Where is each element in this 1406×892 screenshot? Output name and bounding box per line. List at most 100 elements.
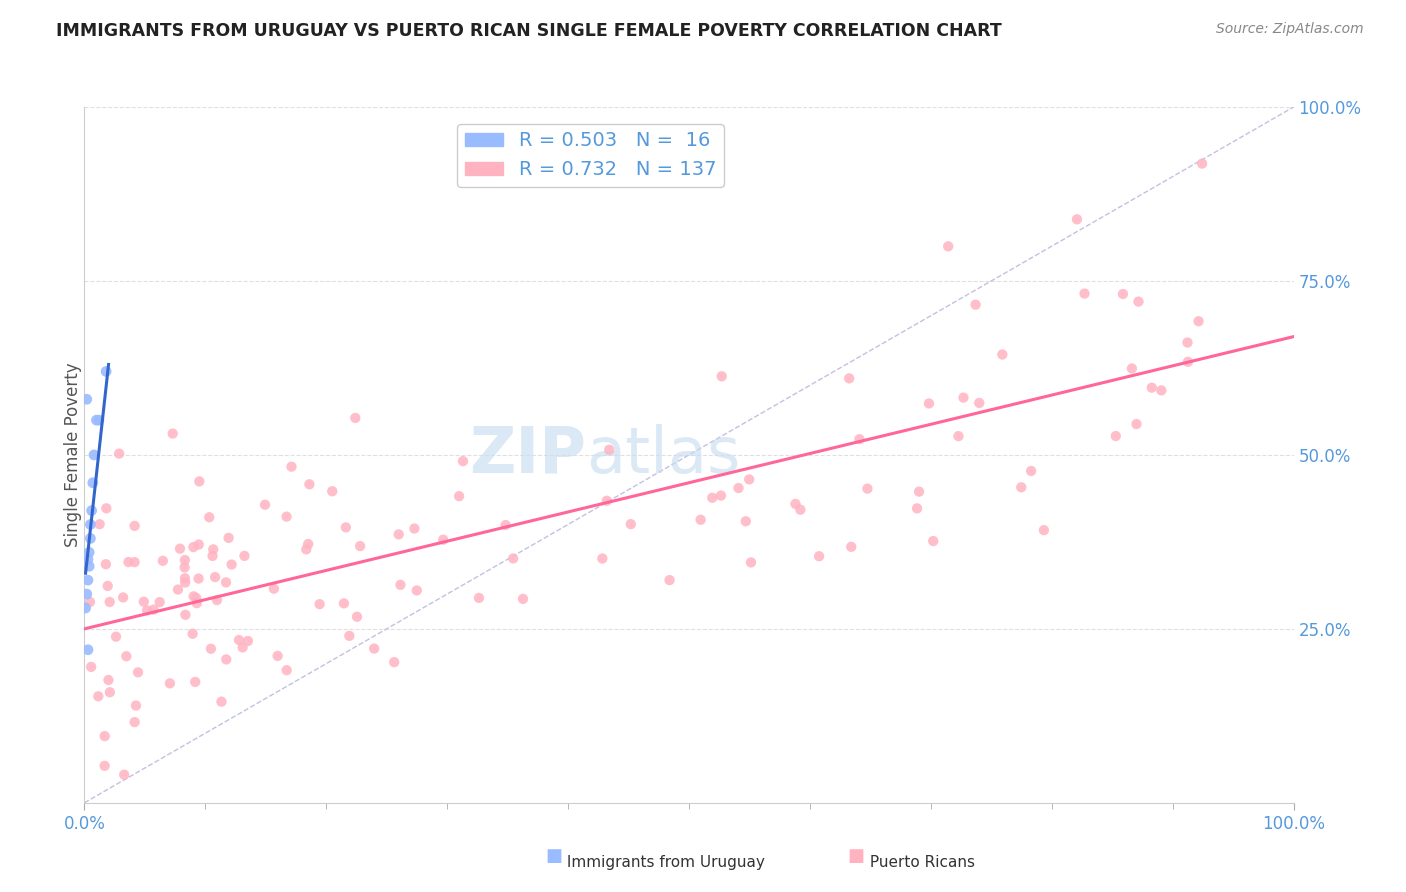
Point xyxy=(991,347,1014,361)
Point xyxy=(388,527,411,541)
Point xyxy=(79,532,101,546)
Point xyxy=(922,534,945,549)
Point xyxy=(221,558,243,572)
Point xyxy=(591,551,613,566)
Text: IMMIGRANTS FROM URUGUAY VS PUERTO RICAN SINGLE FEMALE POVERTY CORRELATION CHART: IMMIGRANTS FROM URUGUAY VS PUERTO RICAN … xyxy=(56,22,1002,40)
Point xyxy=(333,596,356,610)
Point xyxy=(908,484,931,499)
Point xyxy=(936,239,959,253)
Point xyxy=(1140,381,1163,395)
Point xyxy=(838,371,860,385)
Point xyxy=(98,685,121,699)
Point xyxy=(337,629,360,643)
Point xyxy=(905,501,928,516)
Point xyxy=(112,591,135,605)
Point xyxy=(266,648,288,663)
Point xyxy=(97,579,120,593)
Point xyxy=(658,573,681,587)
Text: Immigrants from Uruguay: Immigrants from Uruguay xyxy=(562,855,765,870)
Point xyxy=(187,572,209,586)
Point xyxy=(187,538,209,552)
Point xyxy=(738,472,761,486)
Point xyxy=(1112,287,1135,301)
Point xyxy=(167,582,190,597)
Point xyxy=(839,540,862,554)
Point xyxy=(948,429,970,443)
Point xyxy=(174,607,197,622)
Point xyxy=(1032,523,1054,537)
Point xyxy=(115,649,138,664)
Point xyxy=(1073,286,1095,301)
Point xyxy=(98,595,121,609)
Point xyxy=(218,531,240,545)
Point xyxy=(96,501,118,516)
Point xyxy=(183,590,205,604)
Point xyxy=(232,640,254,655)
Point xyxy=(405,583,427,598)
Point xyxy=(80,503,103,517)
Point xyxy=(108,447,131,461)
Point xyxy=(124,555,146,569)
Point xyxy=(1187,314,1209,328)
Point xyxy=(79,595,101,609)
Point xyxy=(952,391,974,405)
Point xyxy=(1121,361,1143,376)
Point xyxy=(789,502,811,516)
Point xyxy=(211,695,233,709)
Point xyxy=(186,596,208,610)
Text: atlas: atlas xyxy=(586,424,741,486)
Point xyxy=(79,517,101,532)
Point xyxy=(124,519,146,533)
Point xyxy=(710,489,733,503)
Point xyxy=(710,369,733,384)
Point xyxy=(382,655,405,669)
Point xyxy=(1010,480,1032,494)
Point xyxy=(620,517,643,532)
Point xyxy=(1150,384,1173,398)
Point xyxy=(184,675,207,690)
Point xyxy=(228,633,250,648)
Point xyxy=(159,676,181,690)
Point xyxy=(86,413,108,427)
Point xyxy=(308,597,330,611)
Point xyxy=(77,573,100,587)
Point xyxy=(112,767,135,781)
Legend: R = 0.503   N =  16, R = 0.732   N = 137: R = 0.503 N = 16, R = 0.732 N = 137 xyxy=(457,124,724,187)
Point xyxy=(97,673,120,687)
Text: ZIP: ZIP xyxy=(470,424,586,486)
Point xyxy=(1105,429,1128,443)
Point xyxy=(94,558,117,572)
Point xyxy=(404,522,426,536)
Point xyxy=(204,570,226,584)
Text: ■: ■ xyxy=(848,847,865,865)
Point xyxy=(188,475,211,489)
Point xyxy=(215,575,238,590)
Point xyxy=(848,432,870,446)
Text: ■: ■ xyxy=(546,847,562,865)
Point xyxy=(276,509,298,524)
Point xyxy=(75,601,97,615)
Point xyxy=(183,540,205,554)
Point xyxy=(200,641,222,656)
Point xyxy=(689,513,711,527)
Point xyxy=(89,517,111,532)
Point xyxy=(215,652,238,666)
Point xyxy=(162,426,184,441)
Point xyxy=(449,489,471,503)
Point xyxy=(105,630,128,644)
Point xyxy=(77,545,100,559)
Point xyxy=(136,603,159,617)
Point xyxy=(297,537,319,551)
Point xyxy=(77,559,100,574)
Point xyxy=(363,641,385,656)
Text: Puerto Ricans: Puerto Ricans xyxy=(865,855,974,870)
Point xyxy=(186,591,208,605)
Point xyxy=(349,539,371,553)
Point xyxy=(596,493,619,508)
Point xyxy=(702,491,724,505)
Point xyxy=(198,510,221,524)
Point xyxy=(785,497,807,511)
Point xyxy=(80,660,103,674)
Point xyxy=(202,542,225,557)
Point xyxy=(76,392,98,407)
